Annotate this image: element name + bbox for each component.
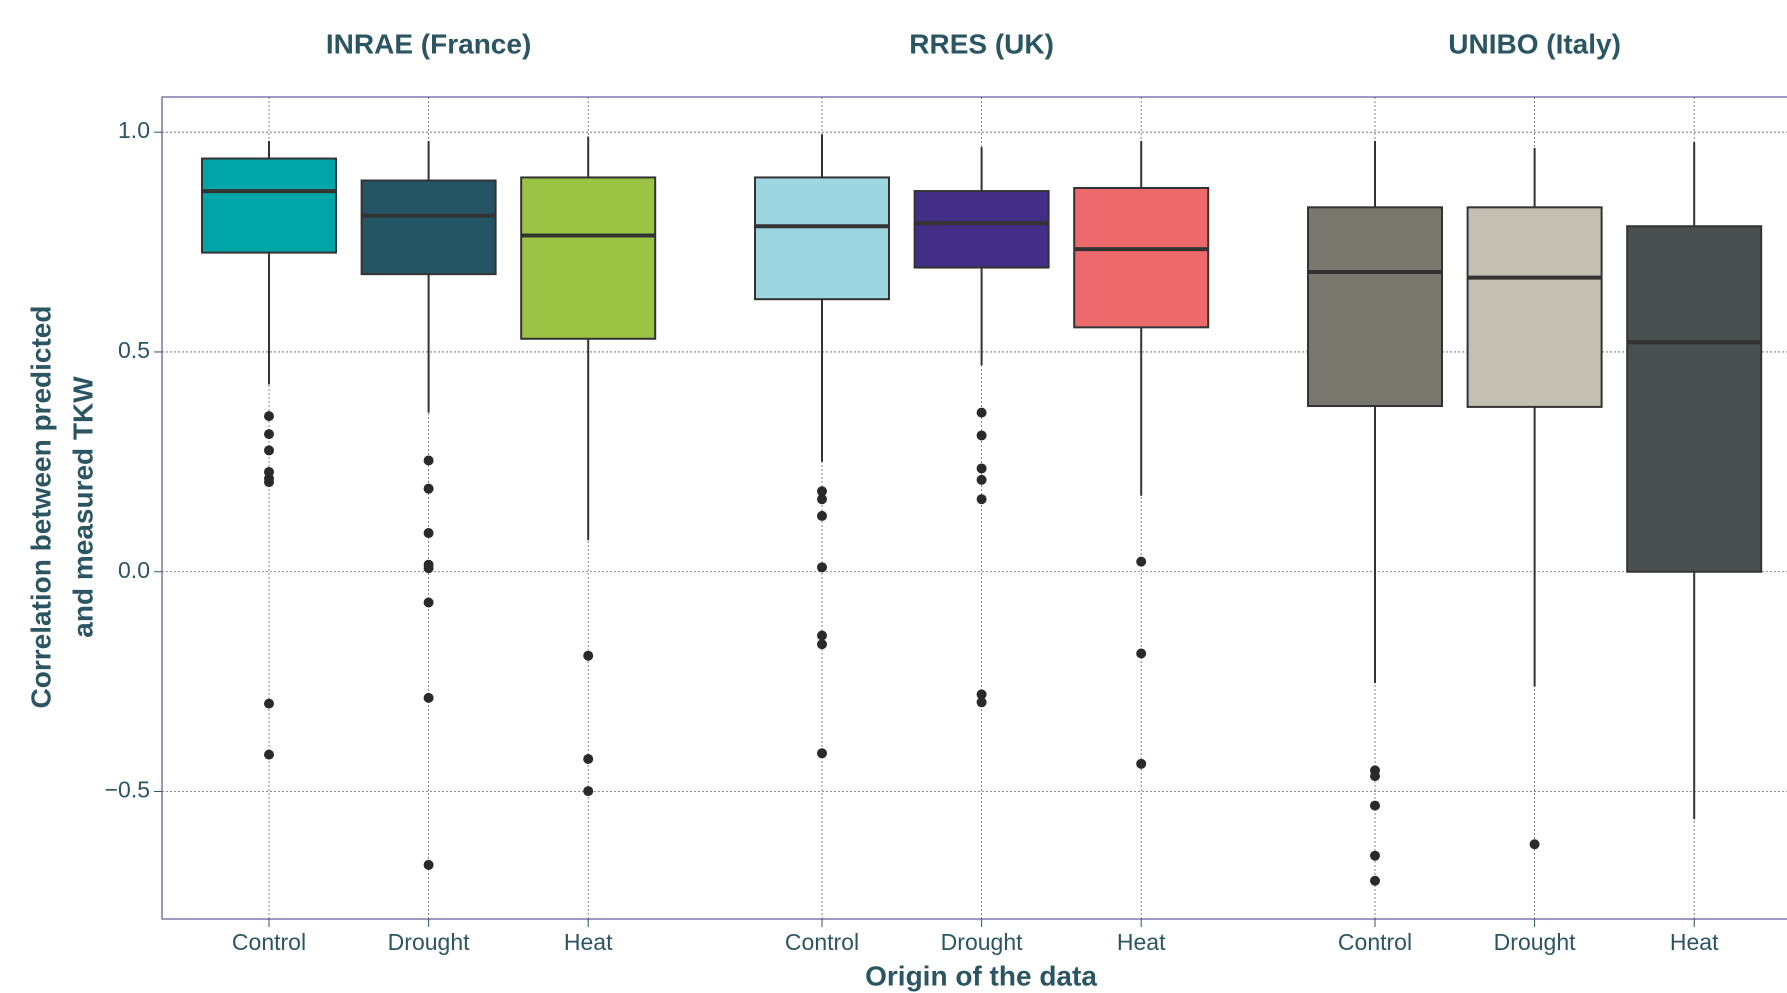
outlier: [1370, 800, 1380, 811]
outlier: [817, 494, 827, 505]
outlier: [976, 430, 987, 441]
outlier: [423, 692, 434, 703]
outlier: [817, 562, 827, 573]
y-tick-label: 0.5: [118, 337, 150, 363]
x-tick-label: Control: [785, 929, 859, 955]
outlier: [1529, 839, 1540, 850]
x-axis-label: Origin of the data: [865, 960, 1097, 991]
outlier: [264, 445, 274, 456]
outlier: [264, 698, 274, 709]
box: [1466, 206, 1603, 408]
y-tick-label: −0.5: [105, 777, 150, 803]
outlier: [423, 455, 434, 466]
outlier: [583, 786, 594, 797]
outlier: [423, 859, 434, 870]
outlier: [264, 749, 274, 760]
x-tick-label: Control: [1338, 929, 1412, 955]
outlier: [817, 748, 827, 759]
x-tick-label: Heat: [1670, 929, 1719, 955]
box: [520, 176, 657, 340]
outlier: [583, 753, 594, 764]
plot-frame: [161, 96, 1787, 920]
outlier: [1136, 648, 1147, 659]
x-tick-label: Drought: [941, 929, 1023, 955]
facet-title: UNIBO (Italy): [1448, 28, 1621, 59]
box: [1073, 186, 1210, 329]
x-tick-label: Drought: [388, 929, 470, 955]
outlier: [583, 650, 594, 661]
facet-title: INRAE (France): [326, 28, 531, 59]
facet-title: RRES (UK): [909, 28, 1054, 59]
outlier: [976, 697, 987, 708]
outlier: [976, 494, 987, 505]
outlier: [1370, 850, 1380, 861]
outlier: [817, 510, 827, 521]
box: [360, 179, 497, 276]
x-tick-label: Drought: [1494, 929, 1576, 955]
outlier: [264, 429, 274, 440]
outlier: [976, 689, 987, 700]
box: [1626, 225, 1763, 573]
y-axis-label: Correlation between predicted: [25, 306, 56, 709]
outlier: [976, 463, 987, 474]
outlier: [264, 477, 274, 488]
x-tick-label: Heat: [564, 929, 613, 955]
outlier: [423, 528, 434, 539]
outlier: [1370, 875, 1380, 886]
y-tick-label: 0.0: [118, 557, 150, 583]
outlier: [976, 474, 987, 485]
outlier: [976, 407, 987, 418]
outlier: [423, 563, 434, 574]
y-tick-label: 1.0: [118, 117, 150, 143]
y-axis-label: and measured TKW: [67, 376, 98, 638]
box: [754, 176, 890, 301]
box: [1307, 206, 1443, 408]
outlier: [1136, 556, 1147, 567]
outlier: [423, 483, 434, 494]
box: [913, 190, 1050, 269]
outlier: [817, 486, 827, 497]
outlier: [817, 630, 827, 641]
box: [201, 157, 337, 254]
outlier: [1136, 758, 1147, 769]
x-tick-label: Control: [232, 929, 306, 955]
x-tick-label: Heat: [1117, 929, 1166, 955]
outlier: [817, 639, 827, 650]
outlier: [1370, 771, 1380, 782]
outlier: [264, 411, 274, 422]
outlier: [423, 597, 434, 608]
